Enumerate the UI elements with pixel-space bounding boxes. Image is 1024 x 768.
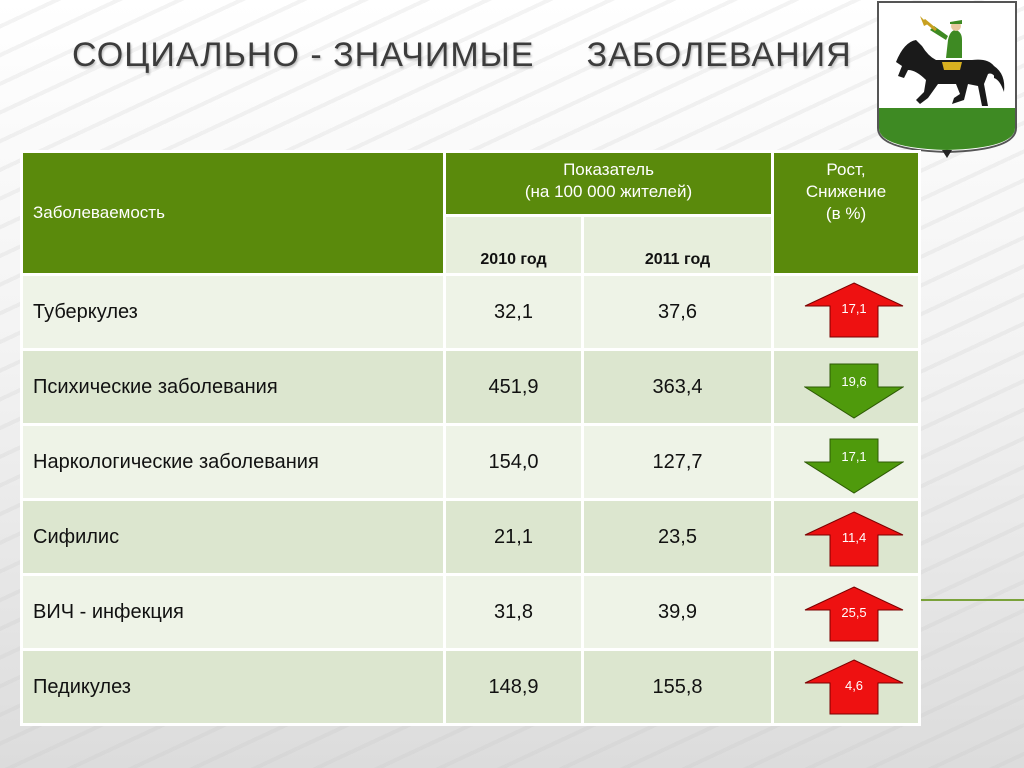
value-2010: 32,1 [443, 273, 584, 351]
change-cell: 11,4 [771, 498, 922, 576]
change-value: 4,6 [844, 678, 864, 693]
arrow-up-icon: 17,1 [804, 282, 904, 338]
table-row: Наркологические заболевания 154,0 127,7 … [20, 423, 922, 501]
change-value: 17,1 [841, 301, 867, 316]
arrow-down-icon: 17,1 [804, 438, 905, 494]
header-year-2011: 2011 год [580, 214, 775, 276]
arrow-up-icon: 11,4 [804, 511, 904, 567]
disease-name: Наркологические заболевания [20, 423, 446, 501]
disease-table: Заболеваемость Показатель (на 100 000 жи… [20, 150, 922, 726]
value-2011: 39,9 [580, 573, 775, 651]
value-2010: 154,0 [443, 423, 584, 501]
value-2010: 148,9 [443, 648, 584, 726]
decorative-line [918, 599, 1024, 601]
arrow-down-icon: 19,6 [804, 363, 905, 419]
header-growth: Рост, Снижение (в %) [771, 150, 922, 276]
disease-name: Психические заболевания [20, 348, 446, 426]
change-cell: 19,6 [771, 348, 922, 426]
table-row: Сифилис 21,1 23,5 11,4 [20, 498, 922, 576]
disease-name: Туберкулез [20, 273, 446, 351]
slide-title: СОЦИАЛЬНО - ЗНАЧИМЫЕ ЗАБОЛЕВАНИЯ [72, 36, 852, 74]
change-value: 11,4 [841, 530, 867, 545]
value-2010: 451,9 [443, 348, 584, 426]
header-year-2010: 2010 год [443, 214, 584, 276]
header-indicator: Показатель (на 100 000 жителей) [442, 150, 775, 217]
change-cell: 17,1 [771, 423, 922, 501]
change-cell: 25,5 [771, 573, 922, 651]
change-cell: 17,1 [771, 273, 922, 351]
header-indicator-line2: (на 100 000 жителей) [524, 182, 693, 201]
change-value: 25,5 [841, 605, 867, 620]
disease-name: Сифилис [20, 498, 446, 576]
value-2011: 37,6 [580, 273, 775, 351]
change-cell: 4,6 [771, 648, 922, 726]
table-row: Психические заболевания 451,9 363,4 19,6 [20, 348, 922, 426]
value-2011: 23,5 [580, 498, 775, 576]
arrow-up-icon: 25,5 [804, 586, 904, 642]
value-2010: 31,8 [443, 573, 584, 651]
disease-name: Педикулез [20, 648, 446, 726]
table-row: Туберкулез 32,1 37,6 17,1 [20, 273, 922, 351]
change-value: 19,6 [841, 374, 867, 389]
arrow-up-icon: 4,6 [804, 659, 904, 715]
disease-name: ВИЧ - инфекция [20, 573, 446, 651]
header-disease: Заболеваемость [20, 150, 446, 276]
header-indicator-line1: Показатель [563, 160, 654, 179]
value-2010: 21,1 [443, 498, 584, 576]
header-growth-line2: Снижение [805, 182, 887, 201]
table-row: Педикулез 148,9 155,8 4,6 [20, 648, 922, 726]
header-growth-line3: (в %) [825, 204, 867, 223]
value-2011: 127,7 [580, 423, 775, 501]
coat-of-arms-horseman-icon [877, 1, 1017, 158]
change-value: 17,1 [841, 449, 867, 464]
value-2011: 363,4 [580, 348, 775, 426]
header-growth-line1: Рост, [826, 160, 866, 179]
table-row: ВИЧ - инфекция 31,8 39,9 25,5 [20, 573, 922, 651]
value-2011: 155,8 [580, 648, 775, 726]
